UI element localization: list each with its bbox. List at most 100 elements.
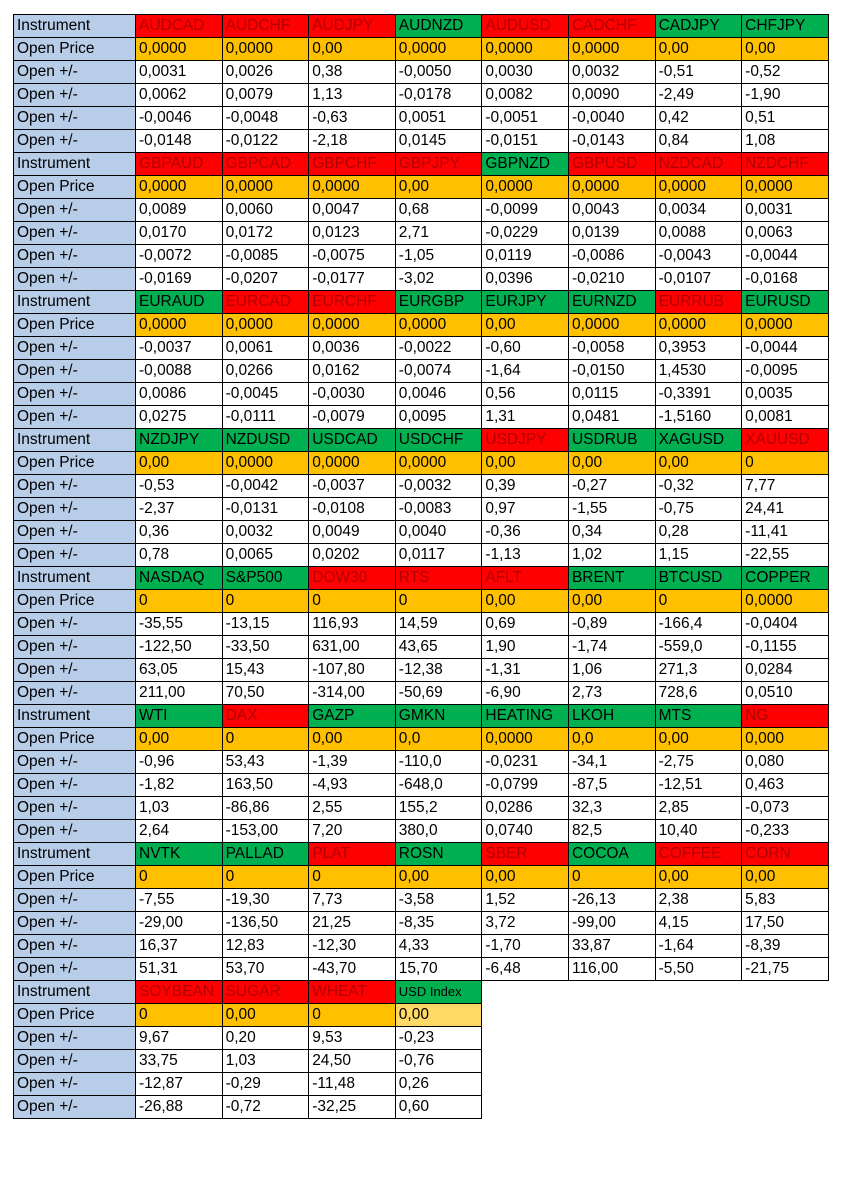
open-delta-value: -0,0051 <box>481 106 569 130</box>
open-delta-value: 32,3 <box>567 796 656 820</box>
open-delta-value: -153,00 <box>221 819 310 843</box>
open-price-value: 0,00 <box>654 37 743 61</box>
open-price-label: Open Price <box>13 175 136 199</box>
open-delta-value: 7,73 <box>308 888 396 912</box>
open-delta-value: 0,0049 <box>308 520 396 544</box>
open-delta-value: -26,13 <box>567 888 656 912</box>
instrument-name: GBPJPY <box>394 152 483 176</box>
open-price-value: 0 <box>135 1003 223 1027</box>
open-delta-value: 2,73 <box>567 681 656 705</box>
instrument-name: WTI <box>135 704 223 728</box>
instrument-name: AUDUSD <box>481 14 569 38</box>
open-delta-value: 0,0040 <box>394 520 483 544</box>
open-price-label: Open Price <box>13 865 136 889</box>
open-delta-value: -0,0168 <box>741 267 829 291</box>
open-delta-value: -1,82 <box>135 773 223 797</box>
open-delta-value: 0,0032 <box>567 60 656 84</box>
open-delta-row: Open +/- -12,87 -0,29 -11,48 0,26 <box>13 1072 829 1096</box>
open-delta-value: 2,55 <box>308 796 396 820</box>
open-delta-value: 82,5 <box>567 819 656 843</box>
open-delta-value: -0,51 <box>654 60 743 84</box>
instrument-name: S&P500 <box>221 566 310 590</box>
open-delta-label: Open +/- <box>13 520 136 544</box>
open-delta-value: 4,33 <box>394 934 483 958</box>
open-delta-label: Open +/- <box>13 106 136 130</box>
open-delta-value: 0,0119 <box>481 244 569 268</box>
open-delta-value: 0,42 <box>654 106 743 130</box>
instrument-name: NZDCAD <box>654 152 743 176</box>
empty-cell <box>568 1073 655 1096</box>
open-price-value: 0,00 <box>481 451 569 475</box>
open-delta-row: Open +/- 0,78 0,0065 0,0202 0,0117 -1,13 1,02 1… <box>13 543 829 567</box>
open-delta-value: -86,86 <box>221 796 310 820</box>
open-delta-value: 0,0162 <box>308 359 396 383</box>
open-delta-value: 0,0026 <box>221 60 310 84</box>
open-delta-value: -6,48 <box>481 957 569 981</box>
open-delta-value: 0,463 <box>741 773 829 797</box>
open-delta-value: 0,78 <box>135 543 223 567</box>
open-delta-value: 0,080 <box>741 750 829 774</box>
open-delta-value: 0,0088 <box>654 221 743 245</box>
open-price-value: 0,0000 <box>394 451 483 475</box>
open-delta-value: -12,38 <box>394 658 483 682</box>
open-delta-value: 53,70 <box>221 957 310 981</box>
instrument-name: EURCHF <box>308 290 396 314</box>
open-delta-value: 1,90 <box>481 635 569 659</box>
open-delta-value: 0,51 <box>741 106 829 130</box>
open-delta-value: -2,49 <box>654 83 743 107</box>
open-delta-value: 1,08 <box>741 129 829 153</box>
open-delta-value: -0,0044 <box>741 244 829 268</box>
open-delta-value: -122,50 <box>135 635 223 659</box>
open-delta-value: 1,31 <box>481 405 569 429</box>
open-delta-value: -0,29 <box>221 1072 310 1096</box>
open-price-row: Open Price 0,00 0 0,00 0,0 0,0000 0,0 0,00 0,000 <box>13 727 829 751</box>
open-delta-value: 21,25 <box>308 911 396 935</box>
open-delta-value: -1,55 <box>567 497 656 521</box>
open-delta-value: 116,93 <box>308 612 396 636</box>
open-delta-value: 0,0172 <box>221 221 310 245</box>
open-delta-value: 0,39 <box>481 474 569 498</box>
instrument-name: USD Index <box>394 980 483 1004</box>
instrument-name: COCOA <box>567 842 656 866</box>
open-delta-row: Open +/- -1,82 163,50 -4,93 -648,0 -0,0799 -87… <box>13 773 829 797</box>
open-price-value: 0 <box>308 589 396 613</box>
instrument-label: Instrument <box>13 704 136 728</box>
empty-cell <box>482 1027 569 1050</box>
open-delta-value: 1,4530 <box>654 359 743 383</box>
open-delta-value: 0,0086 <box>135 382 223 406</box>
open-delta-label: Open +/- <box>13 244 136 268</box>
instrument-name: NZDUSD <box>221 428 310 452</box>
open-delta-row: Open +/- 63,05 15,43 -107,80 -12,38 -1,31 1,06… <box>13 658 829 682</box>
open-price-value: 0 <box>308 1003 396 1027</box>
open-price-value: 0,00 <box>567 451 656 475</box>
instrument-label: Instrument <box>13 980 136 1004</box>
open-delta-value: -0,32 <box>654 474 743 498</box>
open-delta-value: -559,0 <box>654 635 743 659</box>
open-delta-value: 380,0 <box>394 819 483 843</box>
open-delta-value: 0,0081 <box>741 405 829 429</box>
open-delta-value: -0,75 <box>654 497 743 521</box>
open-delta-row: Open +/- 1,03 -86,86 2,55 155,2 0,0286 32,3 2,8… <box>13 796 829 820</box>
instrument-name: GBPNZD <box>481 152 569 176</box>
open-delta-value: 1,13 <box>308 83 396 107</box>
open-delta-value: -8,35 <box>394 911 483 935</box>
open-price-value: 0 <box>567 865 656 889</box>
open-delta-value: -3,58 <box>394 888 483 912</box>
open-delta-row: Open +/- 0,36 0,0032 0,0049 0,0040 -0,36 0,34 0… <box>13 520 829 544</box>
open-delta-value: -6,90 <box>481 681 569 705</box>
open-delta-label: Open +/- <box>13 888 136 912</box>
open-delta-value: 0,0090 <box>567 83 656 107</box>
open-price-value: 0,0000 <box>654 313 743 337</box>
instrument-name: AUDCAD <box>135 14 223 38</box>
open-delta-value: -33,50 <box>221 635 310 659</box>
instrument-name: WHEAT <box>308 980 396 1004</box>
open-price-row: Open Price 0,00 0,0000 0,0000 0,0000 0,00 0,00… <box>13 451 829 475</box>
open-delta-value: -0,0107 <box>654 267 743 291</box>
open-delta-label: Open +/- <box>13 658 136 682</box>
open-price-label: Open Price <box>13 451 136 475</box>
open-price-value: 0,0000 <box>481 37 569 61</box>
open-delta-value: -0,0079 <box>308 405 396 429</box>
open-delta-value: -0,52 <box>741 60 829 84</box>
instrument-name: GAZP <box>308 704 396 728</box>
open-delta-value: 0,0117 <box>394 543 483 567</box>
